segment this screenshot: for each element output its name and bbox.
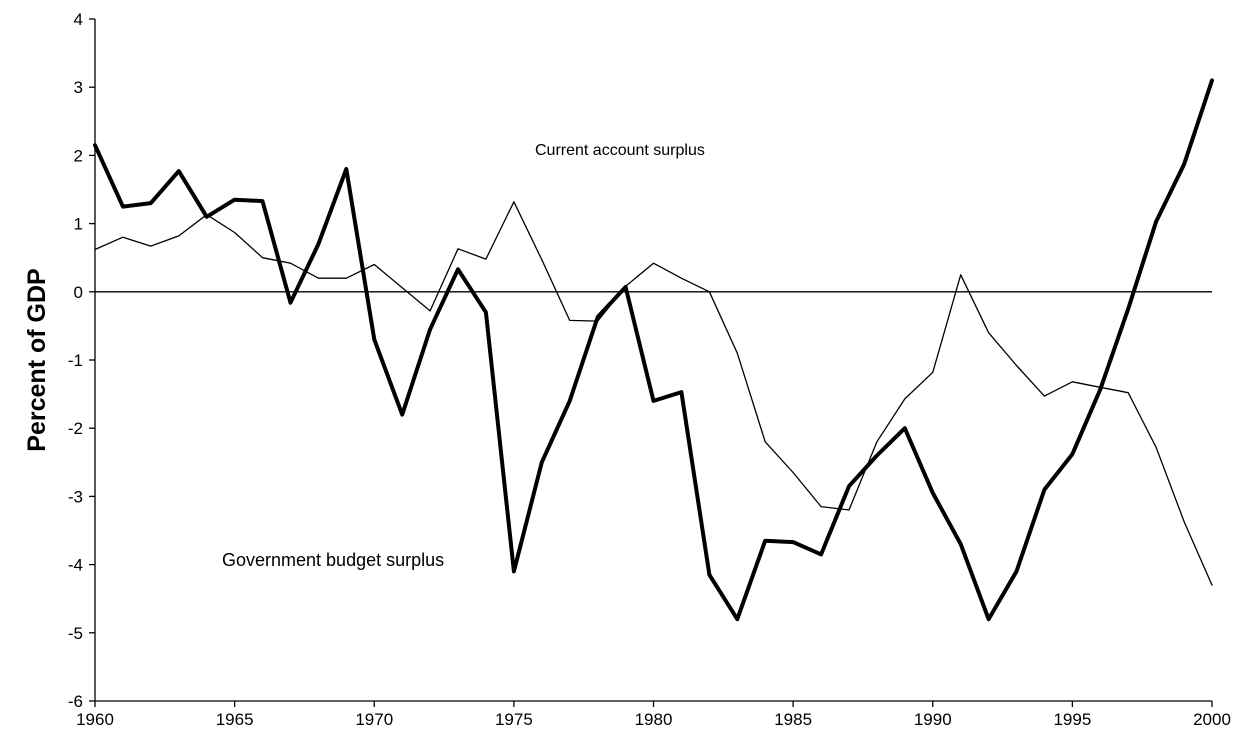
x-tick-label: 1965 [216,710,254,729]
y-tick-label: 4 [74,10,83,29]
y-tick-label: -2 [68,419,83,438]
series-line-government-budget-surplus [93,78,1214,622]
x-tick-label: 1990 [914,710,952,729]
y-tick-label: 0 [74,283,83,302]
y-tick-label: 1 [74,215,83,234]
x-tick-labels: 1960 1965 1970 1975 1980 1985 1990 1995 2000 [76,710,1231,729]
x-tick-label: 1995 [1053,710,1091,729]
x-tick-label: 1975 [495,710,533,729]
y-tick-label: 3 [74,78,83,97]
y-tick-label: -5 [68,624,83,643]
x-tick-label: 1980 [635,710,673,729]
y-axis-label: Percent of GDP [23,268,51,451]
x-tick-label: 1960 [76,710,114,729]
x-tick-label: 1970 [355,710,393,729]
y-tick-label: -1 [68,351,83,370]
y-tick-label: -3 [68,487,83,506]
y-tick-label: -4 [68,556,83,575]
y-tick-label: 2 [74,146,83,165]
annotation-current-account: Current account surplus [535,142,705,159]
x-tick-label: 1985 [774,710,812,729]
axes [89,18,1213,707]
series-layer [93,78,1214,622]
annotation-government-budget: Government budget surplus [222,550,444,570]
y-tick-labels: 4 3 2 1 0 -1 -2 -3 -4 -5 -6 [68,10,83,711]
x-tick-label: 2000 [1193,710,1231,729]
y-tick-label: -6 [68,692,83,711]
series-line-current-account-surplus [94,201,1213,586]
